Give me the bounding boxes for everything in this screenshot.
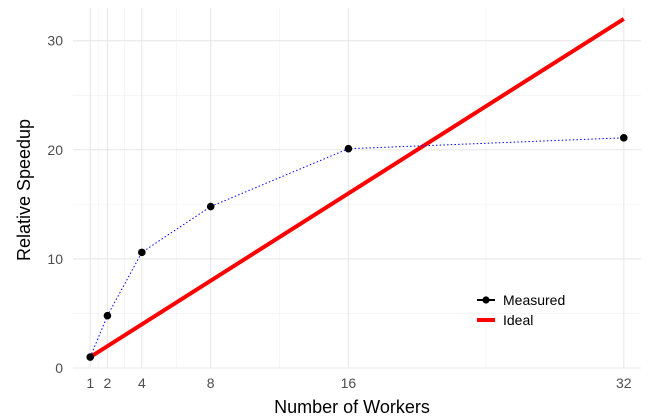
- measured-point: [344, 144, 353, 153]
- legend-ideal-label: Ideal: [503, 312, 533, 328]
- y-tick-label: 0: [55, 360, 63, 376]
- legend: Measured Ideal: [477, 292, 565, 328]
- measured-point: [103, 311, 112, 320]
- y-tick-label: 20: [47, 142, 63, 158]
- x-tick-label: 1: [86, 375, 94, 391]
- ideal-series-line: [89, 17, 625, 359]
- measured-point: [206, 202, 215, 211]
- major-grid: [73, 8, 641, 369]
- legend-measured-label: Measured: [503, 292, 565, 308]
- x-tick-label: 16: [341, 375, 357, 391]
- y-tick-label: 30: [47, 33, 63, 49]
- y-tick-labels: 0 10 20 30: [47, 33, 63, 376]
- x-axis-title: Number of Workers: [274, 397, 430, 417]
- x-tick-label: 32: [616, 375, 632, 391]
- x-tick-label: 4: [138, 375, 146, 391]
- x-tick-label: 8: [207, 375, 215, 391]
- measured-point: [619, 134, 628, 142]
- legend-measured-key-point: [482, 296, 490, 304]
- legend-item-measured: Measured: [477, 292, 565, 308]
- minor-grid: [73, 8, 641, 368]
- y-axis-title: Relative Speedup: [14, 119, 34, 261]
- measured-point: [86, 353, 95, 361]
- legend-item-ideal: Ideal: [477, 312, 533, 328]
- y-tick-label: 10: [47, 251, 63, 267]
- measured-series-line: [89, 137, 624, 358]
- x-tick-label: 2: [104, 375, 112, 391]
- series-layer: [86, 17, 628, 361]
- measured-point: [138, 248, 146, 257]
- x-tick-labels: 1 2 4 8 16 32: [86, 375, 631, 391]
